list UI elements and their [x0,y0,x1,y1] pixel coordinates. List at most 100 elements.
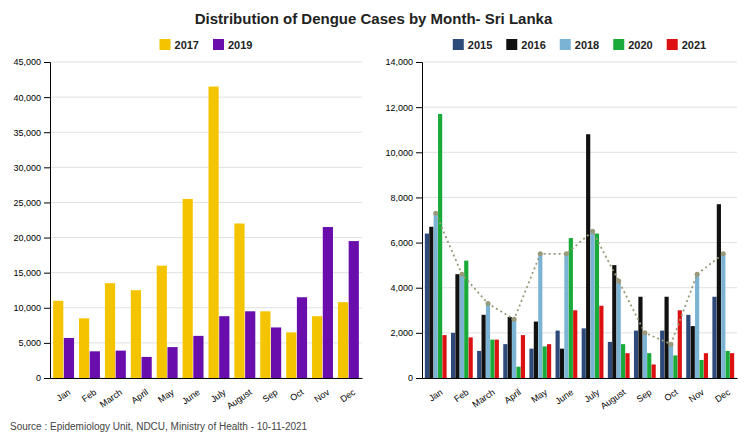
bar [599,306,603,378]
x-tick-label: Feb [452,387,470,404]
x-tick: Jan [55,387,73,404]
bar [625,353,629,378]
bar [543,346,547,378]
y-tick-mark [44,308,50,309]
y-tick: 6,000 [390,238,422,248]
x-tick-label: Sep [635,387,654,404]
bar [438,114,442,378]
chart-panel: 05,00010,00015,00020,00025,00030,00035,0… [13,57,362,411]
x-tick: Dec [338,387,357,405]
y-tick: 35,000 [13,128,50,138]
legend-swatch [213,39,224,50]
legend-swatch [506,39,517,50]
y-tick: 40,000 [13,92,50,102]
chart-title: Distribution of Dengue Cases by Month- S… [195,10,553,27]
x-tick: Oct [663,387,681,404]
bar [529,349,533,378]
bar [699,360,703,378]
x-tick: Sep [635,387,654,404]
x-axis-line [51,378,363,379]
y-tick: 4,000 [390,283,422,293]
y-tick: 0 [408,373,422,383]
grid-line [50,97,362,98]
x-tick-label: August [225,387,254,412]
bar [660,331,664,378]
y-tick-mark [416,378,422,379]
y-tick-mark [44,273,50,274]
bar [451,333,455,378]
y-tick: 12,000 [385,103,422,113]
x-tick-label: August [599,387,628,412]
y-tick-label: 14,000 [385,57,413,67]
bar [495,340,499,378]
legend-swatch [160,39,171,50]
bar [434,213,438,378]
y-tick: 30,000 [13,163,50,173]
chart-panel: 02,0004,0006,0008,00010,00012,00014,000J… [385,57,737,411]
bar [312,316,322,378]
bar [234,224,244,378]
bar [573,310,577,378]
bar [512,319,516,378]
y-tick-mark [416,107,422,108]
x-tick-label: April [502,387,522,406]
x-tick: June [180,387,202,406]
x-tick-label: Dec [713,387,732,405]
y-tick-mark [416,62,422,63]
x-tick: Nov [312,387,331,405]
x-tick: August [225,387,254,412]
bar [560,349,564,378]
bar [79,318,89,378]
x-tick-label: Oct [663,387,681,404]
y-tick-label: 40,000 [13,92,41,102]
bar [669,344,673,378]
bar-series [64,227,359,378]
bar [183,199,193,378]
y-tick-mark [44,378,50,379]
legend: 20172019 [160,39,253,51]
bar [695,274,699,378]
y-tick-label: 0 [408,373,413,383]
bar [245,311,255,378]
bar [90,351,100,378]
bar [590,231,594,378]
y-tick-label: 10,000 [13,303,41,313]
bar [612,265,616,378]
grid [50,62,362,378]
x-tick-label: Oct [288,387,306,404]
legend-label: 2016 [521,39,545,51]
y-tick-label: 30,000 [13,163,41,173]
bar [460,274,464,378]
bar [638,297,642,378]
bar [673,355,677,378]
x-tick: May [156,387,176,405]
y-tick-mark [44,202,50,203]
bar [617,281,621,378]
bar [608,342,612,378]
bar [582,328,586,378]
y-tick: 10,000 [385,148,422,158]
legend-label: 2020 [628,39,652,51]
bar [721,254,725,378]
x-tick: Jan [427,387,445,404]
chart-svg: Distribution of Dengue Cases by Month- S… [0,0,747,438]
line-marker [616,278,621,283]
bar-series [438,114,730,378]
legend-label: 2015 [468,39,492,51]
x-tick-label: May [156,387,176,405]
x-tick-label: June [553,387,575,406]
bar-series [429,134,721,378]
bar-series [442,306,734,378]
grid-line [50,237,362,238]
grid [422,62,737,378]
bar [564,254,568,378]
line [436,213,724,344]
bar [455,274,459,378]
bar [338,302,348,378]
y-tick: 15,000 [13,268,50,278]
bar [219,316,229,378]
y-tick-mark [416,152,422,153]
bar [486,304,490,378]
bar [547,344,551,378]
y-tick-label: 8,000 [390,193,413,203]
